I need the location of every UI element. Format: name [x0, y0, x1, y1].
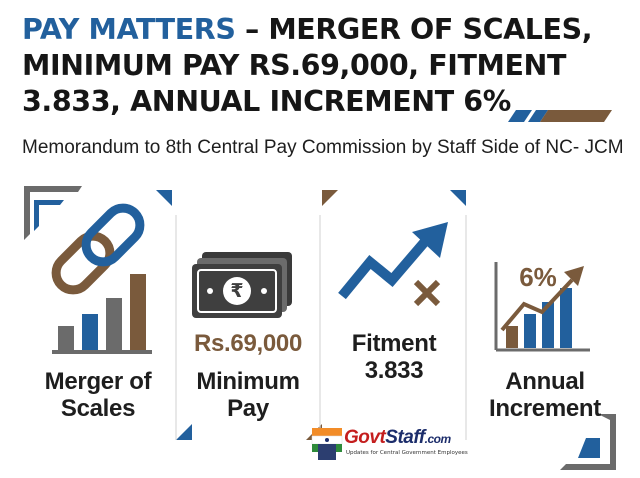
title-line2: MINIMUM PAY RS.69,000, FITMENT	[22, 49, 567, 82]
label-line: 3.833	[364, 357, 424, 384]
growth-chart-icon	[494, 262, 590, 352]
corner-bracket-decoration	[156, 190, 172, 206]
header-stripes-decoration	[508, 110, 612, 122]
bar-chart-icon	[52, 274, 152, 354]
label-line: Pay	[227, 395, 269, 422]
logo-tagline: Updates for Central Government Employees	[346, 450, 468, 456]
subtitle: Memorandum to 8th Central Pay Commission…	[22, 137, 624, 158]
title-line1-rest: – MERGER OF SCALES,	[235, 13, 593, 46]
chain-link-icon	[51, 203, 145, 295]
label-line: Minimum	[196, 368, 300, 395]
minimum-pay-label: Minimum Pay	[178, 368, 318, 422]
merger-of-scales-label: Merger of Scales	[28, 368, 168, 422]
indian-flag-building-icon	[311, 428, 343, 460]
title-line3: 3.833, ANNUAL INCREMENT 6%	[22, 85, 511, 118]
title-accent: PAY MATTERS	[22, 13, 236, 46]
corner-bracket-decoration	[24, 186, 82, 240]
logo-brand-part1: Govt	[344, 427, 386, 448]
label-line: Annual	[505, 368, 585, 395]
label-line: Increment	[488, 395, 601, 422]
rising-arrow-icon	[338, 222, 448, 300]
corner-bracket-decoration	[322, 190, 338, 206]
label-line: Fitment	[351, 330, 437, 357]
rupee-banknote-icon	[192, 252, 292, 318]
minimum-pay-value: Rs.69,000	[193, 330, 303, 357]
annual-increment-label: Annual Increment	[470, 368, 620, 422]
rupee-symbol: ₹	[230, 280, 244, 302]
page-title: PAY MATTERS – MERGER OF SCALES, MINIMUM …	[22, 12, 622, 120]
fitment-label: Fitment 3.833	[322, 330, 466, 384]
corner-bracket-decoration	[450, 190, 466, 206]
label-line: Merger of	[44, 368, 152, 395]
govtstaff-logo[interactable]: GovtStaff.com Updates for Central Govern…	[310, 425, 470, 467]
corner-bracket-decoration	[560, 414, 616, 470]
label-line: Scales	[60, 395, 136, 422]
corner-bracket-decoration	[176, 424, 192, 440]
multiply-icon	[413, 279, 441, 307]
increment-percentage: 6%	[519, 262, 557, 292]
logo-brand: GovtStaff.com	[344, 427, 451, 449]
logo-brand-part2: Staff	[385, 427, 425, 448]
logo-brand-part3: .com	[424, 432, 452, 446]
